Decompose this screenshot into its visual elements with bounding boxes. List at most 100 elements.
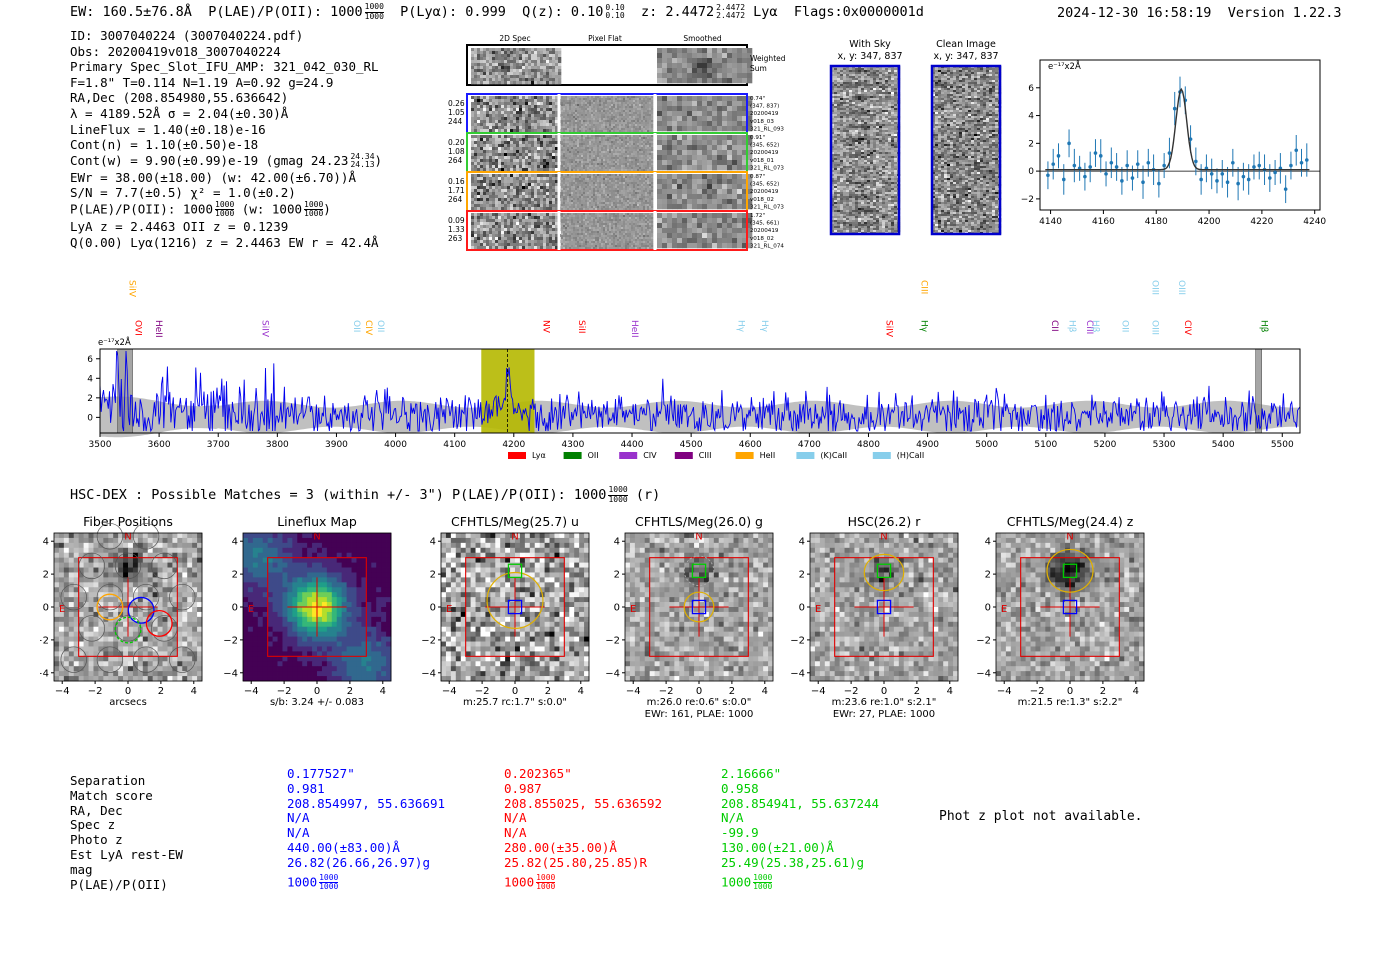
header-ew: EW: 160.5±76.8Å: [70, 4, 192, 20]
stamp-xtick: 4: [191, 686, 197, 697]
spectral-line-label: CII: [1049, 320, 1059, 332]
zoom-point: [1109, 160, 1114, 165]
stamp-xtick: −4: [244, 686, 259, 697]
zoom-point: [1114, 165, 1119, 169]
cutout-row-meta: 321_RL_073: [750, 165, 784, 171]
table-cell: N/A: [504, 825, 527, 841]
stamp-ytick: 2: [232, 570, 238, 581]
cutout-row-stat: 1.05: [448, 108, 465, 117]
table-cell: 1000 1000 1000: [287, 872, 339, 892]
cutout-row-stat: 244: [448, 117, 463, 126]
header-z-frac: 2.4472 2.4472: [716, 2, 746, 20]
match-box-blue: [507, 599, 523, 615]
cutout-row-meta: v018_01: [750, 158, 774, 164]
spectral-line-label: Hγ: [919, 320, 929, 333]
table-cell: -99.9: [721, 825, 759, 841]
noise-block: [561, 174, 654, 211]
spectrum-line: [99, 350, 1301, 433]
stamp-xtick: 0: [1067, 686, 1073, 697]
stamp-xlabel: m:21.5 re:1.3" s:2.2": [1018, 697, 1123, 708]
stamp-ytick: −4: [605, 668, 620, 679]
stamp-g: CFHTLS/Meg(26.0) g N E −4 −4 −2 −2 0 0 2 2 4 4 m:26.0…: [605, 514, 774, 720]
stamp-ytick: −2: [40, 635, 49, 646]
fiber-circle: [78, 552, 105, 580]
spectral-line-label: SiIV: [127, 280, 137, 298]
east-label: E: [815, 604, 821, 615]
aperture-box: [267, 557, 367, 657]
stamp-ytick: 0: [985, 603, 991, 614]
stamp-ytick: 4: [985, 537, 991, 548]
noise-block: [657, 135, 753, 171]
header-plae-label: P(LAE)/P(OII):: [208, 4, 322, 20]
cutout-row-stat: 263: [448, 234, 463, 243]
cutout-row-meta: 20200419: [750, 150, 779, 156]
zoom-point: [1141, 180, 1145, 185]
stamp-ytick: 0: [430, 603, 436, 614]
stamp-xtick: 2: [545, 686, 551, 697]
zoom-point: [1289, 163, 1293, 168]
legend-label: OII: [588, 451, 599, 460]
match-column-1: 0.177527" 0.981 208.854997, 55.636691 N/A N/…: [287, 766, 445, 892]
spectrum-xtick: 3500: [89, 440, 112, 450]
zoom-point: [1209, 172, 1214, 176]
stamp-ytick: 2: [43, 570, 49, 581]
noise-block: [471, 96, 562, 133]
cutout-row-meta: 0.91": [750, 135, 765, 141]
stamp-title: HSC(26.2) r: [848, 514, 922, 529]
spectral-line-label: Hβ: [1067, 320, 1077, 333]
stamp-xtick: 4: [762, 686, 768, 697]
spectrum-xtick: 4300: [561, 440, 584, 450]
zoom-point: [1188, 137, 1193, 141]
stamp-xtick: −2: [475, 686, 490, 697]
clean-image: [930, 64, 1002, 236]
zoom-point: [1061, 177, 1066, 182]
zoom-chart: 4140 4160 4180 4200 4220 4240 −2 0 2 4 6 e⁻¹⁷x2Å: [1021, 59, 1326, 227]
header-summary: EW: 160.5±76.8Å P(LAE)/P(OII): 1000 1000 1…: [70, 2, 924, 21]
stamp-xtick: −4: [442, 686, 457, 697]
stamp-ytick: −2: [976, 635, 991, 646]
info-radec: RA,Dec (208.854980,55.636642): [70, 90, 289, 106]
stamp-xlabel: arcsecs: [109, 697, 147, 708]
zoom-xtick: 4180: [1145, 217, 1168, 227]
stamp-xtick: 0: [314, 686, 320, 697]
zoom-point: [1236, 181, 1240, 186]
spectral-line-label: Hγ: [759, 320, 769, 333]
stamp-z: CFHTLS/Meg(24.4) z N E −4 −4 −2 −2 0 0 2 2 4 4 m:21.5…: [976, 514, 1145, 708]
stamp-xtick: −4: [997, 686, 1012, 697]
noise-block: [561, 213, 654, 250]
full-spectrum-chart: 3500 3600 3700 3800 3900 4000 4100 4200 4300 4400…: [87, 280, 1301, 460]
stamp-ytick: 2: [614, 570, 620, 581]
stamp-ytick: 2: [799, 570, 805, 581]
header-qz-label: Q(z):: [522, 4, 563, 20]
info-plae: P(LAE)/P(OII): 1000 1000 1000 (w: 1000 1000…: [70, 199, 331, 219]
table-cell: N/A: [287, 810, 310, 826]
header-z-label: z:: [640, 4, 658, 20]
selected-fiber: [145, 609, 173, 637]
stamp-xtick: 2: [347, 686, 353, 697]
with-sky-image: [829, 64, 901, 236]
source-ellipse: [683, 591, 715, 623]
spectral-line-label: Hγ: [735, 320, 745, 333]
zoom-xtick: 4140: [1039, 217, 1062, 227]
cutout-row-meta: v018_02: [750, 197, 774, 203]
spectrum-xtick: 4600: [739, 440, 762, 450]
spectrum-xtick: 3600: [148, 440, 171, 450]
zoom-ytick: 6: [1028, 84, 1034, 94]
cutout-row-stat: 0.09: [448, 216, 465, 225]
zoom-point: [1299, 160, 1304, 165]
zoom-point: [1220, 172, 1225, 176]
spectrum-xtick: 5500: [1271, 440, 1294, 450]
stamp-title: CFHTLS/Meg(25.7) u: [451, 514, 579, 529]
spectral-line-label: OIII: [1176, 280, 1186, 295]
spectral-line-label: Hβ: [1259, 320, 1269, 333]
north-label: N: [511, 532, 518, 543]
east-label: E: [446, 604, 452, 615]
detection-info: ID: 3007040224 (3007040224.pdf) Obs: 202…: [70, 28, 382, 250]
table-row-label: Spec z: [70, 817, 116, 833]
legend-swatch: [674, 452, 693, 459]
weighted-sum-label-2: Sum: [750, 64, 767, 73]
info-lineflux: LineFlux = 1.40(±0.18)e-16: [70, 121, 266, 137]
match-column-2: 0.202365" 0.987 208.855025, 55.636592 N/A N/…: [504, 766, 662, 892]
cutout-row-meta: (345, 652): [750, 143, 779, 149]
